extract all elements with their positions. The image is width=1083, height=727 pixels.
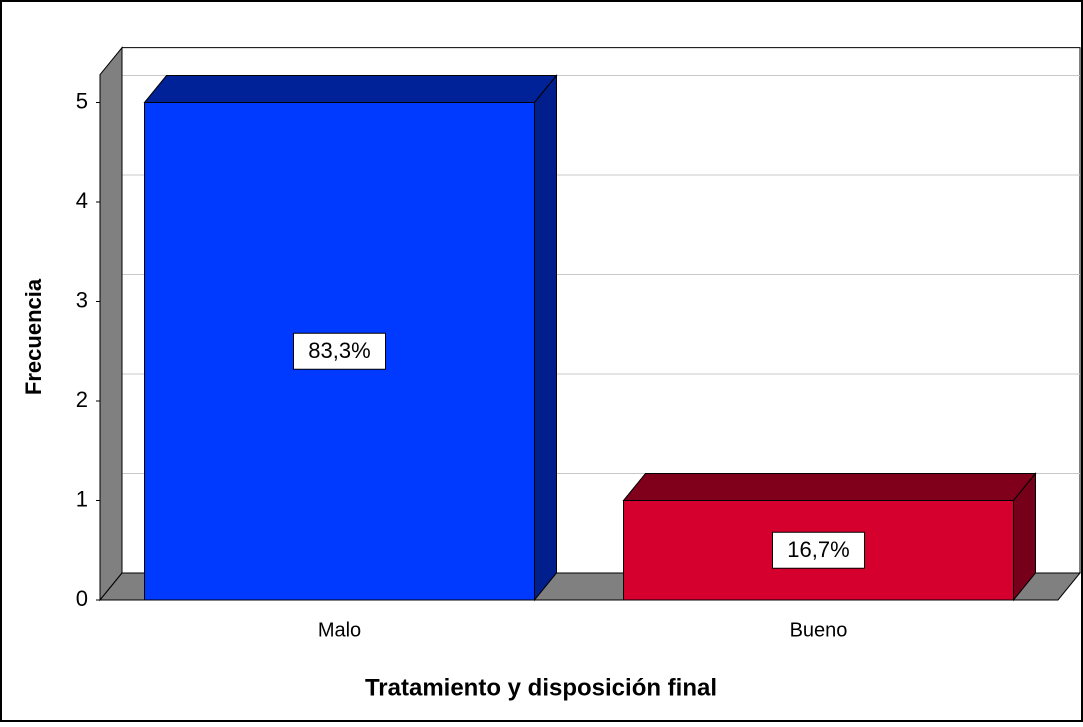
value-label: 16,7% [787, 537, 849, 562]
value-label-box [293, 332, 386, 370]
y-tick-label: 2 [76, 387, 88, 412]
y-tick-label: 3 [76, 287, 88, 312]
bar-top [143, 75, 558, 103]
y-axis-label: Frecuencia [21, 278, 46, 395]
value-label: 83,3% [308, 338, 370, 363]
plot-area [96, 46, 1082, 602]
value-label-box [772, 531, 865, 569]
x-axis-label: Tratamiento y disposición final [365, 674, 717, 701]
bar-side [534, 74, 557, 602]
left-wall [99, 46, 123, 602]
bar-top [622, 473, 1037, 501]
x-tick-label: Bueno [790, 619, 848, 641]
y-tick-label: 4 [76, 188, 88, 213]
x-tick-label: Malo [318, 619, 361, 641]
y-tick-label: 1 [76, 486, 88, 511]
y-tick-label: 0 [76, 586, 88, 611]
y-tick-label: 5 [76, 88, 88, 113]
